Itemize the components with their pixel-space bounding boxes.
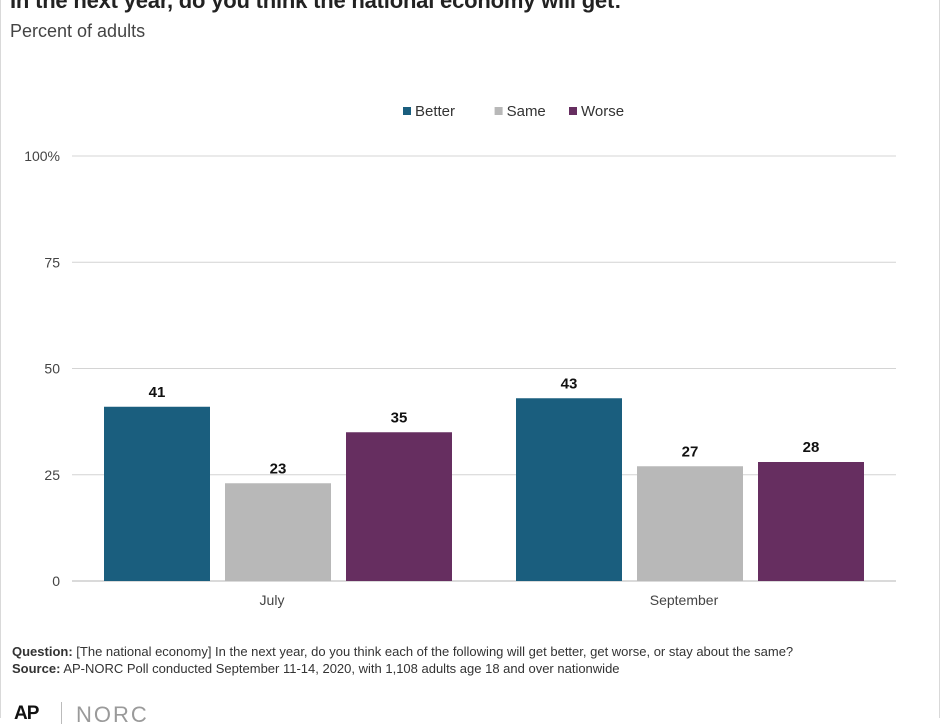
bar-chart: 0 25 50 75 100% Better Same Worse 41 23 35 July 43 27… xyxy=(24,103,896,608)
legend-swatch xyxy=(494,107,503,115)
chart-title: In the next year, do you think the natio… xyxy=(10,0,622,13)
data-label: 23 xyxy=(270,460,287,477)
data-label: 28 xyxy=(803,439,820,456)
bar-better xyxy=(516,398,622,581)
source-label: Source: xyxy=(12,661,61,676)
y-tick-label: 25 xyxy=(44,467,60,483)
x-tick-label: July xyxy=(260,592,285,608)
data-label: 27 xyxy=(682,443,699,460)
bar-worse xyxy=(758,462,864,581)
logo-divider xyxy=(61,702,62,724)
chart-notes: Question: [The national economy] In the … xyxy=(12,643,793,677)
data-label: 43 xyxy=(561,375,578,392)
y-tick-label: 75 xyxy=(44,254,60,270)
legend-label: Same xyxy=(507,103,546,120)
bar-same xyxy=(225,483,331,581)
chart-subtitle: Percent of adults xyxy=(10,21,146,41)
y-tick-label: 50 xyxy=(44,361,60,377)
norc-logo: NORC xyxy=(76,702,149,727)
question-text: [The national economy] In the next year,… xyxy=(76,644,794,659)
ap-logo: AP xyxy=(14,703,39,724)
question-note: Question: [The national economy] In the … xyxy=(12,643,793,660)
bar-worse xyxy=(346,432,452,581)
data-label: 35 xyxy=(391,409,408,426)
y-tick-label: 0 xyxy=(52,573,60,589)
bar-same xyxy=(637,466,743,581)
legend-swatch xyxy=(403,107,411,115)
x-tick-label: September xyxy=(650,592,719,608)
data-label: 41 xyxy=(149,384,166,401)
source-text: AP-NORC Poll conducted September 11-14, … xyxy=(63,661,620,676)
legend-label: Worse xyxy=(581,103,624,120)
legend-label: Better xyxy=(415,103,455,120)
legend-swatch xyxy=(569,107,577,115)
source-note: Source: AP-NORC Poll conducted September… xyxy=(12,660,793,677)
bar-better xyxy=(104,406,210,581)
question-label: Question: xyxy=(12,644,73,659)
y-tick-label: 100% xyxy=(24,148,60,164)
